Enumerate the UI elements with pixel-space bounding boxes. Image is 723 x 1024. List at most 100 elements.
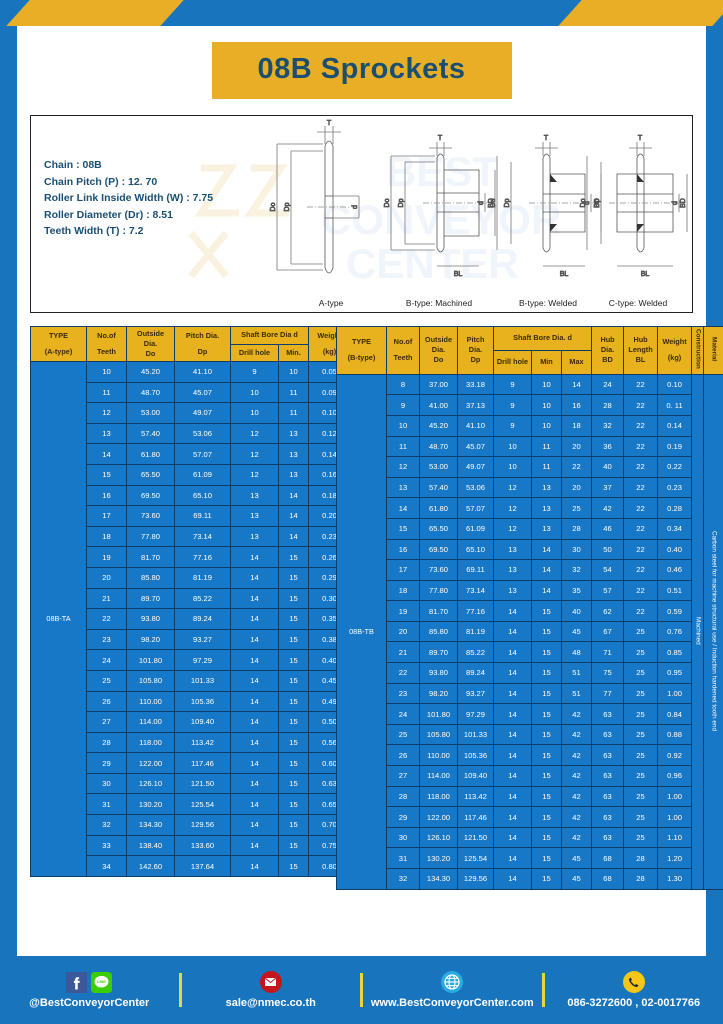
table-cell: 25 [623, 682, 659, 705]
table-cell: 10 [277, 361, 310, 383]
table-row[interactable]: 23 98.20 93.27 14 15 51 77 25 1.00 [337, 682, 723, 705]
table-row[interactable]: 29 122.00 117.46 14 15 42 63 25 1.00 [337, 806, 723, 828]
table-cell: 129.56 [174, 814, 231, 836]
table-cell: 14 [531, 538, 562, 561]
table-cell: 42 [560, 826, 593, 849]
table-cell: 20 [386, 620, 420, 643]
table-row[interactable]: 18 77.80 73.14 13 14 35 57 22 0.51 [337, 579, 723, 602]
table-cell: 42 [560, 765, 593, 787]
table-row[interactable]: 30 126.10 121.50 14 15 42 63 25 1.10 [337, 826, 723, 849]
table-cell: 22 [623, 497, 659, 519]
table-row[interactable]: 15 65.50 61.09 12 13 28 46 22 0.34 [337, 517, 723, 540]
table-row[interactable]: 10 45.20 41.10 9 10 18 32 22 0.14 [337, 414, 723, 437]
table-row[interactable]: 12 53.00 49.07 10 11 22 40 22 0.22 [337, 456, 723, 478]
svg-text:BD: BD [594, 198, 601, 208]
footer-divider [178, 973, 182, 1007]
table-cell: 14 [230, 814, 279, 836]
table-cell: 10 [230, 402, 279, 424]
table-cell: 25 [623, 703, 659, 725]
footer-website-group[interactable]: www.BestConveyorCenter.com [363, 971, 542, 1009]
table-cell: 65.10 [457, 538, 494, 561]
table-cell: 48.70 [126, 381, 175, 404]
table-cell: 97.29 [457, 703, 494, 725]
facebook-handle[interactable]: @BestConveyorCenter [29, 997, 150, 1009]
col-header-hub-dia-sub1: Dia. [600, 345, 615, 355]
svg-text:BD: BD [680, 198, 687, 208]
table-cell: 77 [591, 682, 625, 705]
table-row[interactable]: 22 93.80 89.24 14 15 51 75 25 0.95 [337, 662, 723, 684]
table-row[interactable]: 23 98.20 93.27 14 15 0.38 [31, 628, 352, 651]
table-row[interactable]: 13 57.40 53.06 12 13 0.12 [31, 422, 352, 445]
table-row[interactable]: 11 48.70 45.07 10 11 20 36 22 0.19 [337, 435, 723, 458]
table-row[interactable]: 28 118.00 113.42 14 15 42 63 25 1.00 [337, 785, 723, 808]
table-cell: 15 [277, 711, 310, 733]
table-cell: 63 [591, 703, 625, 725]
table-row[interactable]: 20 85.80 81.19 14 15 0.29 [31, 566, 352, 589]
table-cell: 133.60 [174, 834, 231, 857]
table-cell: 69.11 [174, 505, 231, 527]
table-row[interactable]: 15 65.50 61.09 12 13 0.16 [31, 463, 352, 486]
email-icon[interactable] [259, 971, 282, 993]
table-row[interactable]: 19 81.70 77.16 14 15 40 62 22 0.59 [337, 600, 723, 622]
table-row[interactable]: 13 57.40 53.06 12 13 20 37 22 0.23 [337, 476, 723, 499]
footer-social-group[interactable]: LINE @BestConveyorCenter [0, 971, 179, 1009]
svg-text:Dp: Dp [398, 198, 405, 207]
table-cell: 15 [531, 620, 562, 643]
table-row[interactable]: 25 105.80 101.33 14 15 0.45 [31, 669, 352, 692]
table-cell: 85.22 [457, 641, 494, 664]
globe-icon[interactable] [441, 971, 464, 993]
table-cell: 15 [531, 806, 562, 828]
table-row[interactable]: 34 142.60 137.64 14 15 0.80 [31, 855, 352, 877]
table-row[interactable]: 24 101.80 97.29 14 15 42 63 25 0.84 [337, 703, 723, 725]
table-row[interactable]: 17 73.60 69.11 13 14 32 54 22 0.46 [337, 559, 723, 581]
table-row[interactable]: 31 130.20 125.54 14 15 45 68 28 1.20 [337, 847, 723, 870]
table-cell: 14 [277, 525, 310, 548]
table-cell: 69.11 [457, 559, 494, 581]
table-cell: 121.50 [174, 772, 231, 795]
table-row[interactable]: 14 61.80 57.07 12 13 25 42 22 0.28 [337, 497, 723, 519]
specification-list: Chain : 08B Chain Pitch (P) : 12. 70 Rol… [44, 157, 213, 240]
line-icon[interactable]: LINE [91, 971, 113, 993]
phone-number[interactable]: 086-3272600 , 02-0017766 [567, 997, 701, 1009]
email-address[interactable]: sale@nmec.co.th [225, 997, 316, 1009]
table-row[interactable]: 26 110.00 105.36 14 15 42 63 25 0.92 [337, 744, 723, 767]
footer-email-group[interactable]: sale@nmec.co.th [182, 971, 361, 1009]
website-url[interactable]: www.BestConveyorCenter.com [370, 997, 534, 1009]
col-header-pitch-main: Pitch [466, 335, 485, 345]
table-row[interactable]: 27 114.00 109.40 14 15 42 63 25 0.96 [337, 765, 723, 787]
table-cell: 93.27 [174, 628, 231, 651]
table-cell: 51 [560, 662, 593, 684]
table-row[interactable]: 21 89.70 85.22 14 15 48 71 25 0.85 [337, 641, 723, 664]
table-cell: 73.14 [174, 525, 231, 548]
table-row[interactable]: 29 122.00 117.46 14 15 0.60 [31, 752, 352, 774]
table-row[interactable]: 27 114.00 109.40 14 15 0.50 [31, 711, 352, 733]
table-cell: 49.07 [174, 402, 231, 424]
table-cell: 35 [560, 579, 593, 602]
table-cell: 14 [230, 566, 279, 589]
table-row[interactable]: 08B-TA 10 45.20 41.10 9 10 0.05 [30, 361, 352, 877]
table-cell: 53.00 [419, 456, 458, 478]
table-cell: 110.00 [419, 744, 458, 767]
table-row[interactable]: 31 130.20 125.54 14 15 0.65 [31, 793, 352, 816]
table-row[interactable]: 16 69.50 65.10 13 14 30 50 22 0.40 [337, 538, 723, 561]
table-row[interactable]: 08B-TB 8 37.00 33.18 9 10 14 24 22 0.10 Machined Ca… [336, 373, 723, 890]
table-cell: 77.80 [419, 579, 458, 602]
svg-text:T: T [327, 120, 332, 127]
col-header-outside-sub2: Do [145, 349, 156, 358]
table-row[interactable]: 25 105.80 101.33 14 15 42 63 25 0.88 [337, 723, 723, 746]
col-header-material: Material [703, 326, 723, 375]
table-cell: 14 [230, 649, 279, 671]
table-cell: 129.56 [457, 868, 494, 890]
table-cell: 10 [86, 361, 127, 383]
table-cell: 67 [591, 620, 625, 643]
facebook-icon[interactable] [66, 971, 88, 993]
table-row[interactable]: 20 85.80 81.19 14 15 45 67 25 0.76 [337, 620, 723, 643]
table-row[interactable]: 32 134.30 129.56 14 15 45 68 28 1.30 [337, 868, 723, 890]
table-row[interactable]: 14 61.80 57.07 12 13 0.14 [31, 443, 352, 465]
table-row[interactable]: 9 41.00 37.13 9 10 16 28 22 0. 11 [337, 394, 723, 416]
phone-icon[interactable] [622, 971, 645, 993]
table-cell: 14 [531, 559, 562, 581]
col-header-teeth-main: No.of [97, 331, 116, 340]
footer-phone-group[interactable]: 086-3272600 , 02-0017766 [545, 971, 723, 1009]
contact-footer: LINE @BestConveyorCenter sale@nmec.co.th [0, 956, 723, 1024]
